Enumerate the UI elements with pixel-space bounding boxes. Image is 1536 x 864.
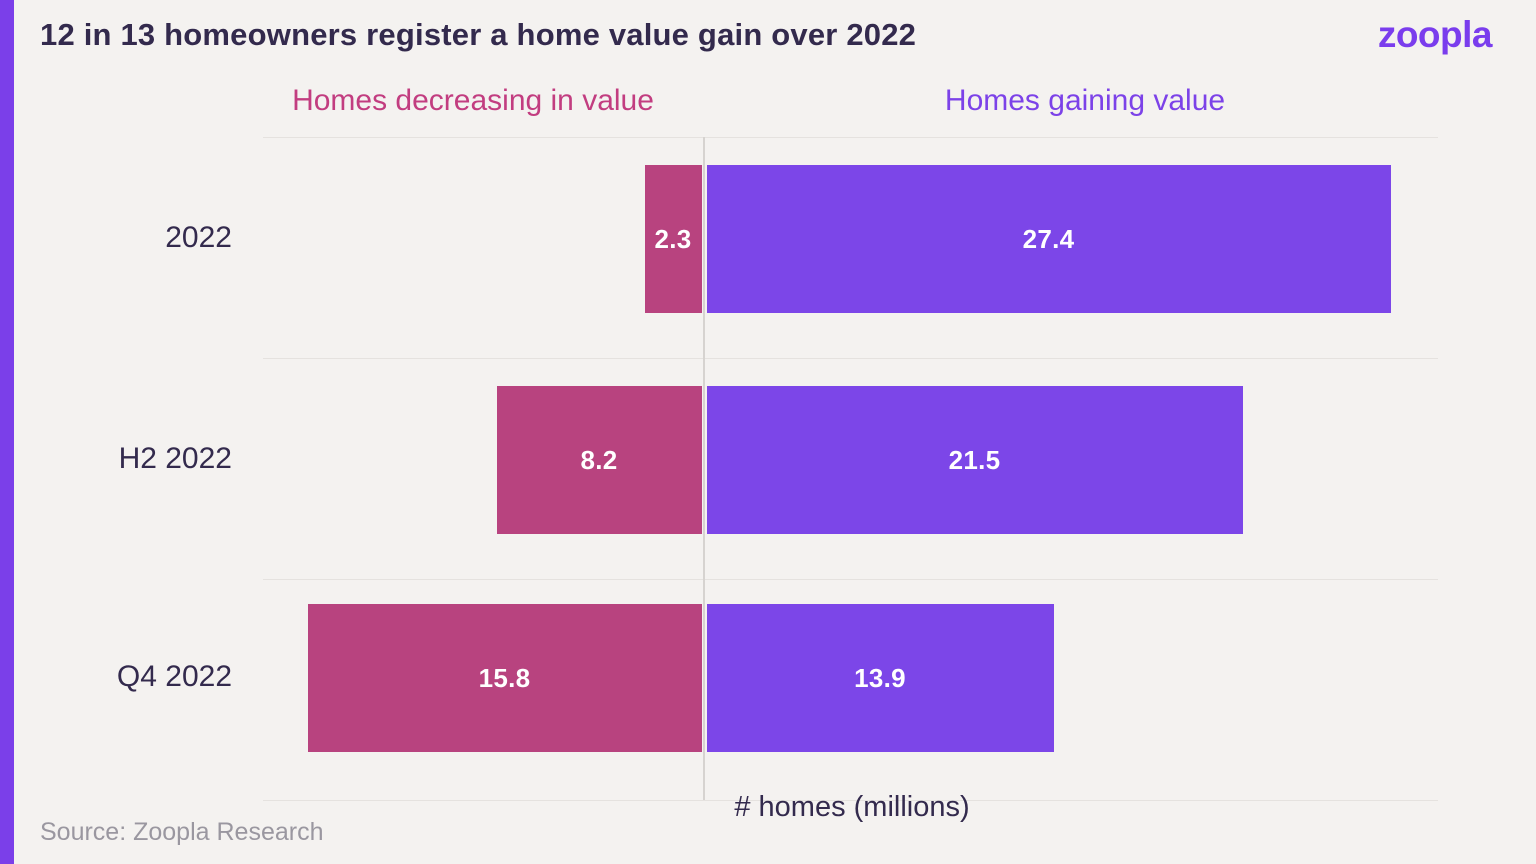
gridline-top xyxy=(263,137,1438,138)
bar-gaining-h2-2022: 21.5 xyxy=(706,386,1243,534)
legend-label-decreasing: Homes decreasing in value xyxy=(292,84,654,117)
page-title: 12 in 13 homeowners register a home valu… xyxy=(40,17,917,52)
bar-value-decreasing-q4-2022: 15.8 xyxy=(478,662,531,693)
bar-value-gaining-2022: 27.4 xyxy=(1022,223,1075,254)
zoopla-logo: zoopla xyxy=(1377,14,1493,55)
source-note: Source: Zoopla Research xyxy=(40,818,324,846)
bar-decreasing-2022: 2.3 xyxy=(644,165,702,313)
x-axis-label: # homes (millions) xyxy=(734,791,970,823)
legend-label-gaining: Homes gaining value xyxy=(944,84,1226,117)
bar-decreasing-q4-2022: 15.8 xyxy=(307,604,702,752)
row-label-q4-2022: Q4 2022 xyxy=(116,660,232,693)
bar-value-decreasing-h2-2022: 8.2 xyxy=(580,444,618,475)
gridline-row2-row3 xyxy=(263,579,1438,580)
left-accent-strip xyxy=(0,0,14,864)
bar-gaining-2022: 27.4 xyxy=(706,165,1391,313)
gridline-row1-row2 xyxy=(263,358,1438,359)
gridline-bottom xyxy=(263,800,1438,801)
bar-value-gaining-h2-2022: 21.5 xyxy=(948,444,1001,475)
bar-value-decreasing-2022: 2.3 xyxy=(654,223,692,254)
bar-gaining-q4-2022: 13.9 xyxy=(706,604,1054,752)
zero-axis-line xyxy=(703,137,705,800)
row-label-2022: 2022 xyxy=(165,221,232,254)
bar-value-gaining-q4-2022: 13.9 xyxy=(854,662,906,693)
row-label-h2-2022: H2 2022 xyxy=(118,442,232,475)
bar-decreasing-h2-2022: 8.2 xyxy=(496,386,702,534)
